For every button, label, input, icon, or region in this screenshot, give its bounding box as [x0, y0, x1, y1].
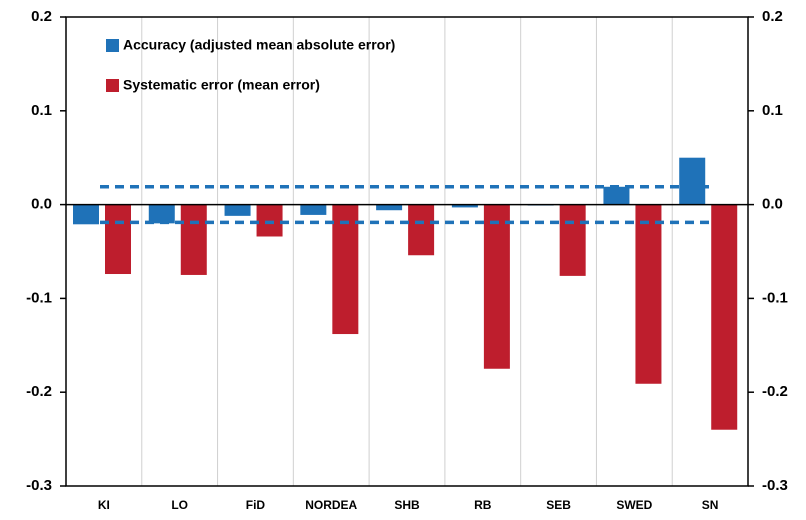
bar	[332, 204, 359, 335]
y2-tick-label: -0.1	[762, 289, 788, 306]
bar	[559, 204, 586, 276]
legend-label: Systematic error (mean error)	[123, 77, 320, 93]
y-tick-label: 0.2	[31, 8, 52, 25]
x-tick-label: LO	[171, 498, 188, 512]
bar	[603, 186, 630, 205]
y-tick-label: -0.3	[26, 477, 52, 494]
bar	[483, 204, 510, 369]
x-tick-label: SHB	[394, 498, 420, 512]
x-tick-label: RB	[474, 498, 492, 512]
y2-tick-label: -0.3	[762, 477, 788, 494]
y2-tick-label: 0.0	[762, 196, 783, 213]
x-tick-label: SN	[702, 498, 719, 512]
bar	[180, 204, 207, 275]
x-tick-label: SWED	[616, 498, 652, 512]
bar	[711, 204, 738, 430]
x-tick-label: NORDEA	[305, 498, 357, 512]
legend-swatch	[106, 79, 119, 92]
bar	[224, 204, 251, 216]
x-tick-label: FiD	[246, 498, 266, 512]
bar	[408, 204, 435, 256]
bar	[451, 204, 478, 208]
bar	[300, 204, 327, 215]
bar	[679, 157, 706, 205]
legend-swatch	[106, 39, 119, 52]
bar	[73, 204, 99, 225]
y-tick-label: -0.1	[26, 289, 52, 306]
y-tick-label: 0.1	[31, 102, 52, 119]
bar	[148, 204, 175, 224]
x-tick-label: SEB	[546, 498, 571, 512]
y-tick-label: -0.2	[26, 383, 52, 400]
legend-label: Accuracy (adjusted mean absolute error)	[123, 37, 395, 53]
bar	[635, 204, 662, 384]
y2-tick-label: 0.2	[762, 8, 783, 25]
x-tick-label: KI	[98, 498, 110, 512]
bar	[105, 204, 131, 275]
y2-tick-label: -0.2	[762, 383, 788, 400]
bar	[256, 204, 283, 237]
bar	[376, 204, 403, 211]
y2-tick-label: 0.1	[762, 102, 783, 119]
y-tick-label: 0.0	[31, 196, 52, 213]
plot-frame	[65, 16, 749, 487]
